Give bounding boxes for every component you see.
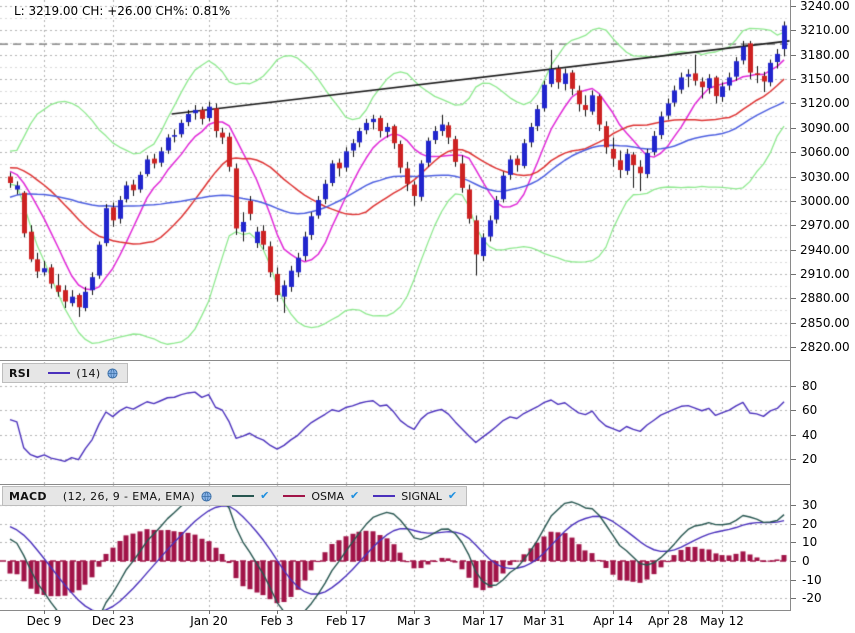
osma-checkbox[interactable]: ✔: [350, 489, 360, 502]
x-axis-tick: [209, 610, 210, 614]
y-axis-line: [790, 0, 791, 611]
main-rsi-divider: [0, 360, 791, 361]
price-axis-tick: [791, 225, 796, 226]
x-axis-tick: [346, 610, 347, 614]
x-axis-label: Mar 3: [396, 614, 432, 628]
price-axis-label: 2910.00: [800, 267, 850, 281]
rsi-axis-label: 20: [802, 452, 818, 466]
rsi-axis-label: 80: [802, 379, 818, 393]
x-axis-tick: [722, 610, 723, 614]
macd-axis-tick: [791, 580, 796, 581]
x-axis-line: [0, 610, 791, 611]
price-axis-label: 2880.00: [800, 291, 850, 305]
signal-label: SIGNAL: [401, 489, 442, 503]
x-axis-label: Dec 9: [26, 614, 62, 628]
price-axis-label: 2940.00: [800, 243, 850, 257]
rsi-line-sample: [48, 372, 71, 374]
price-axis-tick: [791, 177, 796, 178]
rsi-axis-label: 40: [802, 428, 818, 442]
macd-legend[interactable]: MACD (12, 26, 9 - EMA, EMA) ✔ OSMA ✔ SIG…: [2, 486, 468, 506]
x-axis-label: Mar 31: [523, 614, 565, 628]
macd-axis-label: 20: [802, 517, 818, 531]
macd-axis-tick: [791, 505, 796, 506]
macd-axis-tick: [791, 542, 796, 543]
x-axis-tick: [613, 610, 614, 614]
price-axis-tick: [791, 152, 796, 153]
price-axis-tick: [791, 274, 796, 275]
price-axis-label: 3180.00: [800, 48, 850, 62]
x-axis-tick: [113, 610, 114, 614]
macd-axis-label: 10: [802, 535, 818, 549]
x-axis-label: Apr 14: [593, 614, 633, 628]
x-axis-label: Mar 17: [462, 614, 504, 628]
rsi-axis-tick: [791, 435, 796, 436]
price-axis-tick: [791, 323, 796, 324]
price-axis-tick: [791, 79, 796, 80]
rsi-macd-divider: [0, 484, 791, 485]
rsi-indicator-canvas[interactable]: [0, 362, 791, 484]
macd-line-checkbox[interactable]: ✔: [260, 489, 270, 502]
rsi-axis-tick: [791, 410, 796, 411]
x-axis-label: Feb 3: [260, 614, 294, 628]
price-axis-tick: [791, 298, 796, 299]
macd-axis-label: -20: [802, 591, 822, 605]
rsi-axis-tick: [791, 386, 796, 387]
quote-info-label: L: 3219.00 CH: +26.00 CH%: 0.81%: [14, 4, 231, 18]
price-axis-tick: [791, 250, 796, 251]
price-axis-label: 3000.00: [800, 194, 850, 208]
price-axis-label: 3090.00: [800, 121, 850, 135]
price-axis-tick: [791, 30, 796, 31]
x-axis-label: Feb 17: [325, 614, 367, 628]
x-axis-label: May 12: [700, 614, 744, 628]
osma-label: OSMA: [311, 489, 344, 503]
price-axis-label: 3120.00: [800, 96, 850, 110]
x-axis-tick: [668, 610, 669, 614]
osma-line-sample: [283, 495, 306, 497]
price-axis-tick: [791, 128, 796, 129]
rsi-title: RSI: [9, 366, 31, 380]
rsi-param: (14): [76, 366, 101, 380]
signal-line-sample: [373, 495, 396, 497]
x-axis-tick: [277, 610, 278, 614]
macd-axis-tick: [791, 598, 796, 599]
macd-axis-label: 0: [802, 554, 810, 568]
price-axis-label: 2820.00: [800, 340, 850, 354]
rsi-legend[interactable]: RSI (14): [2, 363, 128, 383]
price-axis-label: 3240.00: [800, 0, 850, 13]
price-axis-label: 2970.00: [800, 218, 850, 232]
macd-title: MACD: [9, 489, 47, 503]
macd-axis-tick: [791, 524, 796, 525]
price-axis-label: 3210.00: [800, 23, 850, 37]
x-axis-label: Jan 20: [190, 614, 228, 628]
price-axis-tick: [791, 347, 796, 348]
macd-axis-label: -10: [802, 573, 822, 587]
macd-line-sample: [232, 495, 255, 497]
macd-axis-tick: [791, 561, 796, 562]
price-axis-tick: [791, 55, 796, 56]
price-axis-tick: [791, 103, 796, 104]
x-axis-tick: [483, 610, 484, 614]
price-axis-label: 3060.00: [800, 145, 850, 159]
macd-axis-label: 30: [802, 498, 818, 512]
x-axis-tick: [414, 610, 415, 614]
rsi-axis-label: 60: [802, 403, 818, 417]
globe-icon[interactable]: [201, 490, 212, 502]
price-axis-label: 3030.00: [800, 170, 850, 184]
x-axis-label: Dec 23: [91, 614, 135, 628]
price-axis-label: 2850.00: [800, 316, 850, 330]
x-axis-tick: [544, 610, 545, 614]
price-axis-tick: [791, 6, 796, 7]
price-axis-tick: [791, 201, 796, 202]
x-axis-tick: [44, 610, 45, 614]
main-price-chart-canvas[interactable]: [0, 0, 791, 361]
price-axis-label: 3150.00: [800, 72, 850, 86]
globe-icon[interactable]: [107, 367, 118, 379]
macd-params: (12, 26, 9 - EMA, EMA): [62, 489, 196, 503]
x-axis-label: Apr 28: [648, 614, 688, 628]
rsi-axis-tick: [791, 459, 796, 460]
signal-checkbox[interactable]: ✔: [447, 489, 458, 502]
